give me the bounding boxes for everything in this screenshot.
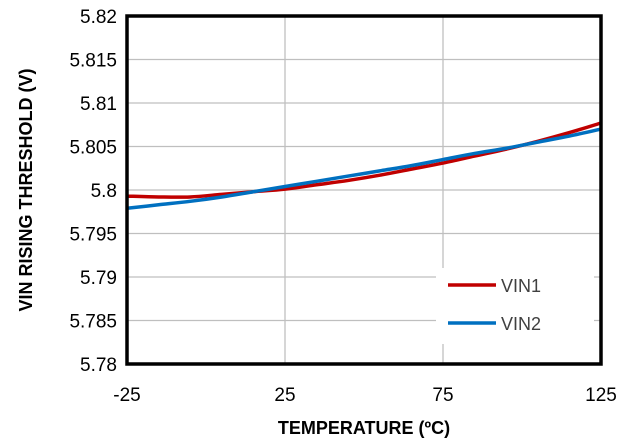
y-tick-label: 5.8 bbox=[91, 181, 117, 202]
legend-label-vin1: VIN1 bbox=[501, 276, 541, 296]
x-axis-title: TEMPERATURE (ºC) bbox=[278, 418, 450, 438]
y-tick-label: 5.815 bbox=[69, 51, 117, 72]
series-line-vin2 bbox=[126, 127, 602, 211]
legend: VIN1 VIN2 bbox=[436, 268, 594, 344]
plot-area-frame bbox=[125, 14, 603, 366]
x-tick-label: 75 bbox=[432, 385, 453, 406]
y-tick-label: 5.79 bbox=[80, 268, 117, 289]
x-tick-label: 25 bbox=[274, 385, 295, 406]
y-tick-label: 5.78 bbox=[80, 355, 117, 376]
series-line-vin1 bbox=[126, 121, 602, 199]
x-tick-label: 125 bbox=[585, 385, 617, 406]
legend-background bbox=[436, 268, 594, 344]
series-layer bbox=[126, 121, 602, 211]
legend-label-vin2: VIN2 bbox=[501, 314, 541, 334]
y-tick-label: 5.785 bbox=[69, 312, 117, 333]
y-tick-label: 5.82 bbox=[80, 7, 117, 28]
x-tick-labels: -25 25 75 125 bbox=[113, 385, 617, 406]
y-axis-title: VIN RISING THRESHOLD (V) bbox=[16, 68, 36, 311]
y-tick-label: 5.81 bbox=[80, 94, 117, 115]
y-tick-label: 5.795 bbox=[69, 225, 117, 246]
x-tick-label: -25 bbox=[113, 385, 140, 406]
y-tick-labels: 5.78 5.785 5.79 5.795 5.8 5.805 5.81 5.815 5.82 bbox=[69, 7, 117, 376]
y-tick-label: 5.805 bbox=[69, 138, 117, 159]
